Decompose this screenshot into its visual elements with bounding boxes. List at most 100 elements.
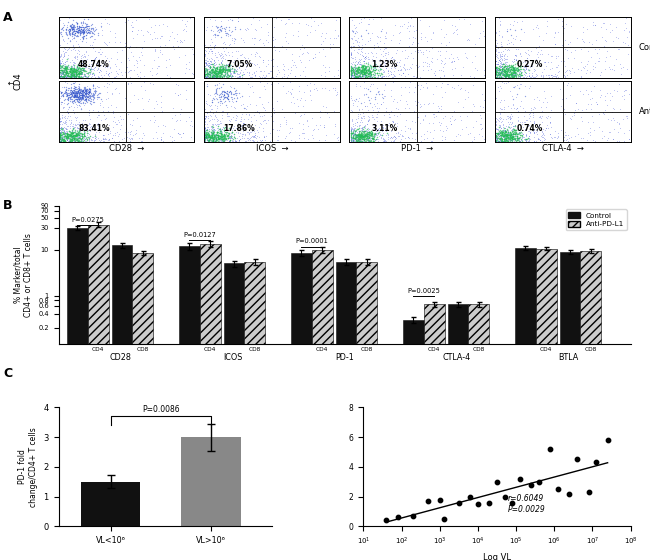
Point <box>551 72 562 81</box>
Point <box>68 93 79 102</box>
Point <box>66 131 76 140</box>
Point <box>60 73 70 82</box>
Point <box>224 71 234 80</box>
Point <box>108 131 118 140</box>
Point <box>167 133 177 142</box>
Point <box>427 99 437 108</box>
Point <box>580 86 591 95</box>
Point <box>497 137 507 146</box>
Point <box>64 14 74 23</box>
Point <box>66 72 77 81</box>
Point <box>203 133 214 142</box>
Point <box>64 63 75 72</box>
Point <box>68 89 79 98</box>
Point <box>76 72 86 81</box>
Point <box>378 94 388 102</box>
Point <box>283 65 293 74</box>
Point <box>507 62 517 71</box>
Point <box>584 38 594 46</box>
Point <box>218 134 229 143</box>
Point <box>518 129 528 138</box>
Point <box>66 135 77 144</box>
Point <box>259 132 269 141</box>
Point <box>356 55 366 64</box>
Point <box>172 115 183 124</box>
Point <box>347 124 358 133</box>
Point <box>346 125 357 134</box>
Point <box>390 119 400 128</box>
Point <box>350 28 360 37</box>
Point <box>274 46 285 55</box>
Point <box>507 125 517 134</box>
Point <box>69 72 79 81</box>
Point <box>491 45 501 54</box>
Point <box>220 68 231 77</box>
Point <box>497 64 508 73</box>
Point <box>233 128 243 137</box>
Point <box>621 111 631 120</box>
Point <box>609 60 619 69</box>
Point <box>588 118 598 127</box>
Point <box>507 132 517 141</box>
Point <box>68 105 78 114</box>
Point <box>63 94 73 103</box>
Point <box>175 38 185 47</box>
Point <box>510 125 521 134</box>
Point <box>70 94 81 103</box>
Point <box>72 70 83 79</box>
Point <box>57 69 67 78</box>
Point <box>203 137 214 146</box>
Point <box>259 131 270 140</box>
Point <box>219 87 229 96</box>
Point <box>356 137 366 146</box>
Point <box>502 111 513 120</box>
Point <box>287 124 297 133</box>
Point <box>144 95 154 104</box>
Point <box>211 85 221 94</box>
Point <box>352 64 362 73</box>
Point <box>389 94 399 103</box>
Point <box>68 67 78 76</box>
Point <box>559 105 569 114</box>
Point <box>495 134 506 143</box>
Point <box>75 85 85 94</box>
Point <box>549 40 560 49</box>
Point <box>183 64 194 73</box>
Point <box>351 132 361 141</box>
Point <box>525 134 535 143</box>
Point <box>318 44 329 53</box>
Point <box>200 69 211 78</box>
Point <box>239 37 249 46</box>
Point <box>218 94 228 103</box>
Point <box>373 41 384 50</box>
Point <box>348 128 359 137</box>
Point <box>359 132 369 141</box>
Point <box>216 129 226 138</box>
Point <box>588 136 599 144</box>
Point <box>505 134 515 143</box>
Point <box>348 131 359 140</box>
Point <box>70 121 81 130</box>
Point <box>87 91 98 100</box>
Point <box>87 31 98 40</box>
Point <box>360 54 370 63</box>
Point <box>528 117 539 126</box>
Point <box>207 134 217 143</box>
Point <box>211 134 221 143</box>
Point <box>384 119 394 128</box>
Point <box>618 62 628 71</box>
Point <box>560 62 570 71</box>
Point <box>222 89 232 98</box>
Point <box>61 62 72 71</box>
Point <box>246 20 257 29</box>
Point <box>508 66 519 74</box>
Point <box>504 132 514 141</box>
Point <box>220 128 231 137</box>
Point <box>352 136 363 145</box>
Point <box>76 137 86 146</box>
Point <box>203 46 214 55</box>
Point <box>460 85 471 94</box>
Point <box>354 121 364 130</box>
Point <box>499 102 509 111</box>
Point <box>441 40 451 49</box>
